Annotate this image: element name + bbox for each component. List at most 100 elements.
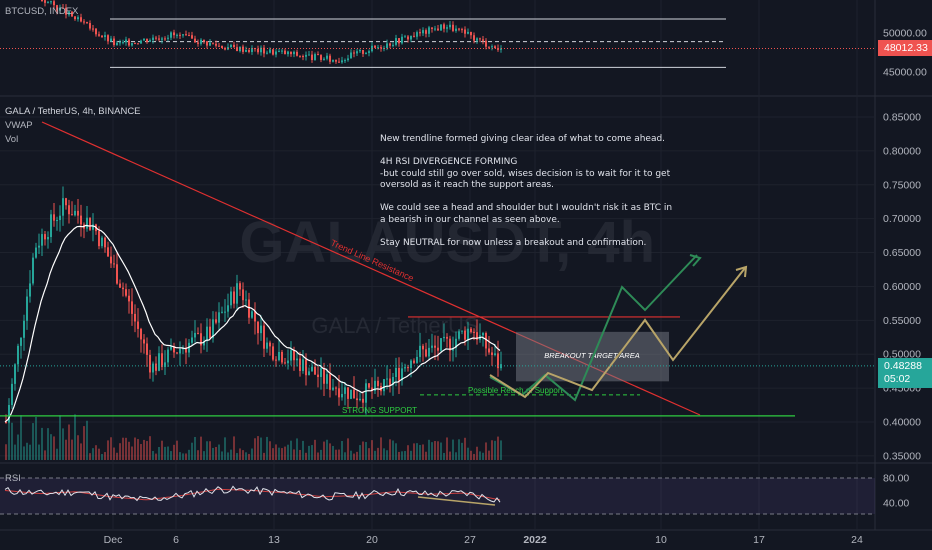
- gala-candle: [179, 348, 181, 354]
- volume-bar: [398, 451, 400, 460]
- gala-candle: [317, 374, 319, 377]
- volume-bar: [185, 453, 187, 460]
- volume-bar: [86, 420, 88, 460]
- projection-path-gold[interactable]: [489, 267, 746, 399]
- gala-candle: [332, 387, 334, 390]
- volume-bar: [35, 416, 37, 460]
- gala-candle: [284, 362, 286, 364]
- volume-bar: [491, 440, 493, 460]
- btc-candle: [56, 5, 58, 11]
- rsi-axis[interactable]: 80.00 40.00: [883, 473, 909, 510]
- gala-candle: [143, 339, 145, 344]
- gala-candle: [140, 328, 142, 340]
- btc-pane[interactable]: [0, 0, 875, 68]
- gala-price-axis[interactable]: 0.85000 0.80000 0.75000 0.70000 0.65000 0.600…: [883, 112, 921, 463]
- volume-bar: [383, 448, 385, 460]
- time-axis[interactable]: Dec 6 13 20 27 2022 10 17 24: [104, 534, 863, 546]
- btc-axis-label: 45000.00: [883, 67, 927, 79]
- gala-candle: [191, 337, 193, 343]
- gala-candle: [263, 325, 265, 349]
- indicator-vol[interactable]: Vol: [5, 134, 18, 145]
- gala-pane[interactable]: GALAUSDT, 4h GALA / TetherUS Trend Line …: [0, 121, 875, 460]
- gala-candle: [26, 296, 28, 321]
- gala-axis-label: 0.85000: [883, 112, 921, 124]
- btc-candle: [68, 11, 70, 15]
- volume-bar: [161, 440, 163, 460]
- btc-candle: [350, 52, 352, 59]
- gala-candle: [215, 319, 217, 323]
- volume-bar: [188, 449, 190, 460]
- gala-candle: [107, 247, 109, 257]
- btc-candle: [179, 34, 181, 36]
- volume-bar: [245, 452, 247, 460]
- volume-bar: [341, 440, 343, 460]
- btc-candle: [83, 21, 85, 23]
- volume-bar: [356, 451, 358, 460]
- btc-candle: [245, 49, 247, 52]
- volume-bar: [419, 444, 421, 460]
- volume-bar: [335, 449, 337, 460]
- volume-bar: [437, 441, 439, 460]
- volume-bar: [218, 444, 220, 460]
- volume-bar: [176, 440, 178, 460]
- btc-candle: [407, 36, 409, 40]
- btc-last-price-tag: 48012.33: [878, 40, 932, 56]
- indicator-vwap[interactable]: VWAP: [5, 120, 33, 131]
- volume-bar: [263, 452, 265, 460]
- btc-candle: [299, 55, 301, 57]
- btc-candle: [65, 7, 67, 15]
- gala-candle: [197, 332, 199, 334]
- gala-candle: [446, 336, 448, 339]
- volume-bar: [203, 451, 205, 460]
- gala-candle: [224, 311, 226, 313]
- gala-candle: [146, 343, 148, 355]
- btc-pane-title: BTCUSD, INDEX: [5, 6, 79, 17]
- gala-candle: [17, 345, 19, 365]
- volume-bar: [110, 437, 112, 460]
- volume-bar: [386, 450, 388, 460]
- gala-candle: [227, 305, 229, 312]
- volume-bar: [476, 446, 478, 460]
- btc-candle: [332, 60, 334, 62]
- btc-price-axis[interactable]: 50000.00 45000.00: [883, 28, 927, 79]
- vwap-line: [4, 224, 501, 423]
- volume-bar: [212, 447, 214, 460]
- btc-candle: [50, 1, 52, 3]
- volume-bar: [326, 439, 328, 460]
- btc-candle: [440, 24, 442, 31]
- gala-candle: [461, 330, 463, 332]
- gala-candle: [230, 291, 232, 306]
- gala-candle: [182, 348, 184, 350]
- gala-candle: [431, 345, 433, 348]
- gala-candle: [173, 346, 175, 353]
- btc-candle: [182, 34, 184, 36]
- gala-candle: [353, 389, 355, 399]
- gala-candle: [467, 328, 469, 340]
- btc-candle: [296, 51, 298, 56]
- volume-bar: [473, 453, 475, 460]
- gala-candle: [398, 367, 400, 381]
- gala-candle: [47, 236, 49, 240]
- rsi-divergence-line[interactable]: [417, 496, 496, 506]
- btc-candle: [173, 32, 175, 36]
- gala-candle: [281, 351, 283, 363]
- analysis-note: New trendline formed giving clear idea o…: [380, 134, 673, 248]
- volume-bar: [125, 437, 127, 460]
- btc-candle: [404, 36, 406, 38]
- gala-candle: [305, 359, 307, 376]
- btc-candle: [230, 44, 232, 48]
- rsi-axis-label: 40.00: [883, 498, 909, 510]
- gala-candle: [116, 264, 118, 284]
- btc-candle: [167, 37, 169, 39]
- gala-candle: [167, 349, 169, 363]
- volume-bar: [329, 443, 331, 460]
- btc-candle: [47, 1, 49, 3]
- volume-bar: [464, 437, 466, 460]
- volume-bar: [479, 451, 481, 460]
- gala-candle: [59, 215, 61, 221]
- rsi-pane[interactable]: [0, 477, 875, 515]
- volume-bar: [68, 424, 70, 460]
- btc-candle: [257, 49, 259, 53]
- volume-bar: [371, 440, 373, 460]
